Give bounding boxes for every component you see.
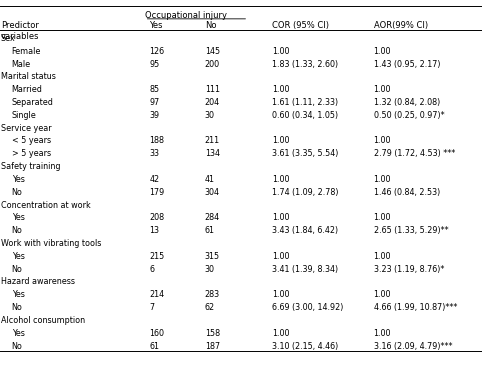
Text: 3.41 (1.39, 8.34): 3.41 (1.39, 8.34) [272, 265, 338, 274]
Text: 1.00: 1.00 [374, 175, 391, 184]
Text: Work with vibrating tools: Work with vibrating tools [1, 239, 101, 248]
Text: Alcohol consumption: Alcohol consumption [1, 316, 85, 325]
Text: 6: 6 [149, 265, 154, 274]
Text: 204: 204 [205, 98, 220, 107]
Text: 85: 85 [149, 85, 160, 94]
Text: Safety training: Safety training [1, 162, 60, 171]
Text: 1.74 (1.09, 2.78): 1.74 (1.09, 2.78) [272, 188, 339, 197]
Text: 7: 7 [149, 303, 155, 312]
Text: 3.61 (3.35, 5.54): 3.61 (3.35, 5.54) [272, 149, 339, 158]
Text: No: No [12, 265, 23, 274]
Text: Yes: Yes [149, 21, 163, 30]
Text: 0.50 (0.25, 0.97)*: 0.50 (0.25, 0.97)* [374, 111, 444, 120]
Text: 61: 61 [205, 226, 215, 235]
Text: 1.00: 1.00 [272, 252, 290, 261]
Text: 179: 179 [149, 188, 165, 197]
Text: 208: 208 [149, 213, 164, 222]
Text: Yes: Yes [12, 329, 25, 338]
Text: Sex: Sex [1, 34, 16, 43]
Text: 4.66 (1.99, 10.87)***: 4.66 (1.99, 10.87)*** [374, 303, 457, 312]
Text: 304: 304 [205, 188, 220, 197]
Text: 1.00: 1.00 [374, 329, 391, 338]
Text: AOR(99% CI): AOR(99% CI) [374, 21, 428, 30]
Text: 1.46 (0.84, 2.53): 1.46 (0.84, 2.53) [374, 188, 440, 197]
Text: 41: 41 [205, 175, 215, 184]
Text: No: No [205, 21, 216, 30]
Text: 1.00: 1.00 [272, 85, 290, 94]
Text: No: No [12, 226, 23, 235]
Text: No: No [12, 342, 23, 351]
Text: 42: 42 [149, 175, 160, 184]
Text: 2.79 (1.72, 4.53) ***: 2.79 (1.72, 4.53) *** [374, 149, 455, 158]
Text: 3.10 (2.15, 4.46): 3.10 (2.15, 4.46) [272, 342, 338, 351]
Text: 160: 160 [149, 329, 164, 338]
Text: 283: 283 [205, 290, 220, 299]
Text: 1.32 (0.84, 2.08): 1.32 (0.84, 2.08) [374, 98, 440, 107]
Text: 1.00: 1.00 [272, 175, 290, 184]
Text: > 5 years: > 5 years [12, 149, 51, 158]
Text: Single: Single [12, 111, 36, 120]
Text: 1.00: 1.00 [374, 47, 391, 56]
Text: COR (95% CI): COR (95% CI) [272, 21, 329, 30]
Text: 13: 13 [149, 226, 160, 235]
Text: Yes: Yes [12, 290, 25, 299]
Text: 6.69 (3.00, 14.92): 6.69 (3.00, 14.92) [272, 303, 344, 312]
Text: 39: 39 [149, 111, 160, 120]
Text: Yes: Yes [12, 252, 25, 261]
Text: 62: 62 [205, 303, 215, 312]
Text: No: No [12, 303, 23, 312]
Text: 30: 30 [205, 265, 215, 274]
Text: Hazard awareness: Hazard awareness [1, 277, 75, 287]
Text: Female: Female [12, 47, 41, 56]
Text: 1.00: 1.00 [374, 290, 391, 299]
Text: 3.43 (1.84, 6.42): 3.43 (1.84, 6.42) [272, 226, 338, 235]
Text: 1.00: 1.00 [374, 85, 391, 94]
Text: 1.00: 1.00 [272, 290, 290, 299]
Text: 30: 30 [205, 111, 215, 120]
Text: No: No [12, 188, 23, 197]
Text: 188: 188 [149, 136, 164, 146]
Text: Yes: Yes [12, 213, 25, 222]
Text: 315: 315 [205, 252, 220, 261]
Text: Separated: Separated [12, 98, 54, 107]
Text: 1.00: 1.00 [272, 213, 290, 222]
Text: 215: 215 [149, 252, 165, 261]
Text: 2.65 (1.33, 5.29)**: 2.65 (1.33, 5.29)** [374, 226, 448, 235]
Text: 134: 134 [205, 149, 220, 158]
Text: < 5 years: < 5 years [12, 136, 51, 146]
Text: 1.00: 1.00 [272, 329, 290, 338]
Text: 1.00: 1.00 [374, 213, 391, 222]
Text: 187: 187 [205, 342, 220, 351]
Text: Married: Married [12, 85, 42, 94]
Text: Concentration at work: Concentration at work [1, 201, 91, 210]
Text: 3.16 (2.09, 4.79)***: 3.16 (2.09, 4.79)*** [374, 342, 452, 351]
Text: 211: 211 [205, 136, 220, 146]
Text: Service year: Service year [1, 124, 52, 133]
Text: 0.60 (0.34, 1.05): 0.60 (0.34, 1.05) [272, 111, 338, 120]
Text: 97: 97 [149, 98, 160, 107]
Text: Occupational injury: Occupational injury [145, 11, 227, 20]
Text: Predictor
variables: Predictor variables [1, 21, 40, 41]
Text: 158: 158 [205, 329, 220, 338]
Text: 1.00: 1.00 [272, 47, 290, 56]
Text: 1.43 (0.95, 2.17): 1.43 (0.95, 2.17) [374, 60, 440, 69]
Text: Yes: Yes [12, 175, 25, 184]
Text: 214: 214 [149, 290, 164, 299]
Text: 3.23 (1.19, 8.76)*: 3.23 (1.19, 8.76)* [374, 265, 444, 274]
Text: Marital status: Marital status [1, 72, 56, 81]
Text: 61: 61 [149, 342, 160, 351]
Text: 1.00: 1.00 [374, 252, 391, 261]
Text: 1.83 (1.33, 2.60): 1.83 (1.33, 2.60) [272, 60, 338, 69]
Text: 1.00: 1.00 [272, 136, 290, 146]
Text: 1.61 (1.11, 2.33): 1.61 (1.11, 2.33) [272, 98, 338, 107]
Text: 145: 145 [205, 47, 220, 56]
Text: 200: 200 [205, 60, 220, 69]
Text: 111: 111 [205, 85, 220, 94]
Text: 1.00: 1.00 [374, 136, 391, 146]
Text: 284: 284 [205, 213, 220, 222]
Text: Male: Male [12, 60, 31, 69]
Text: 95: 95 [149, 60, 160, 69]
Text: 126: 126 [149, 47, 164, 56]
Text: 33: 33 [149, 149, 160, 158]
